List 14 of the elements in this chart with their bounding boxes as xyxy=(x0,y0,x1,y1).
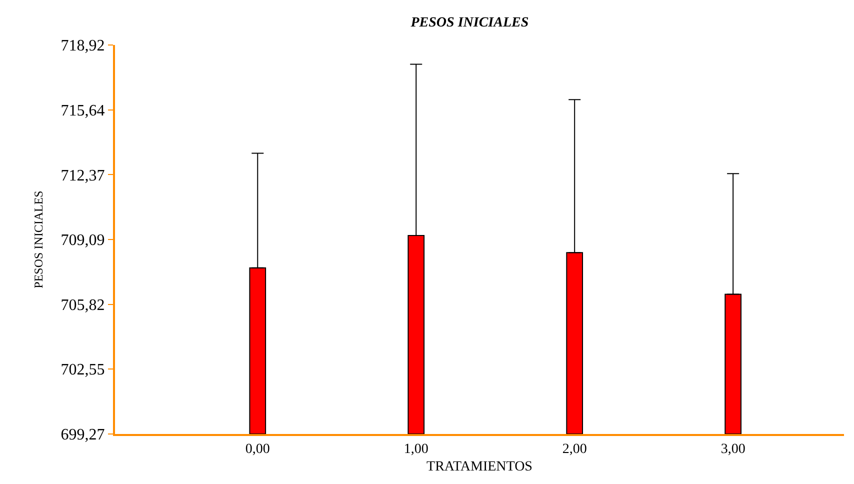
x-tick-label: 2,00 xyxy=(562,442,587,457)
y-axis-title: PESOS INICIALES xyxy=(32,190,46,288)
x-tick-label: 3,00 xyxy=(720,442,746,457)
y-tick-label: 718,92 xyxy=(60,38,105,55)
chart-title: PESOS INICIALES xyxy=(410,16,529,31)
y-tick-label: 709,09 xyxy=(60,232,105,250)
y-tick-label: 715,64 xyxy=(60,102,105,120)
x-axis-title: TRATAMIENTOS xyxy=(426,460,532,475)
y-tick-label: 699,27 xyxy=(60,426,105,444)
y-tick-label: 702,55 xyxy=(60,362,105,379)
x-tick-label: 0,00 xyxy=(245,442,270,457)
x-tick-label: 1,00 xyxy=(404,442,428,457)
y-tick-label: 705,82 xyxy=(60,296,105,314)
y-tick-label: 712,37 xyxy=(60,167,105,184)
